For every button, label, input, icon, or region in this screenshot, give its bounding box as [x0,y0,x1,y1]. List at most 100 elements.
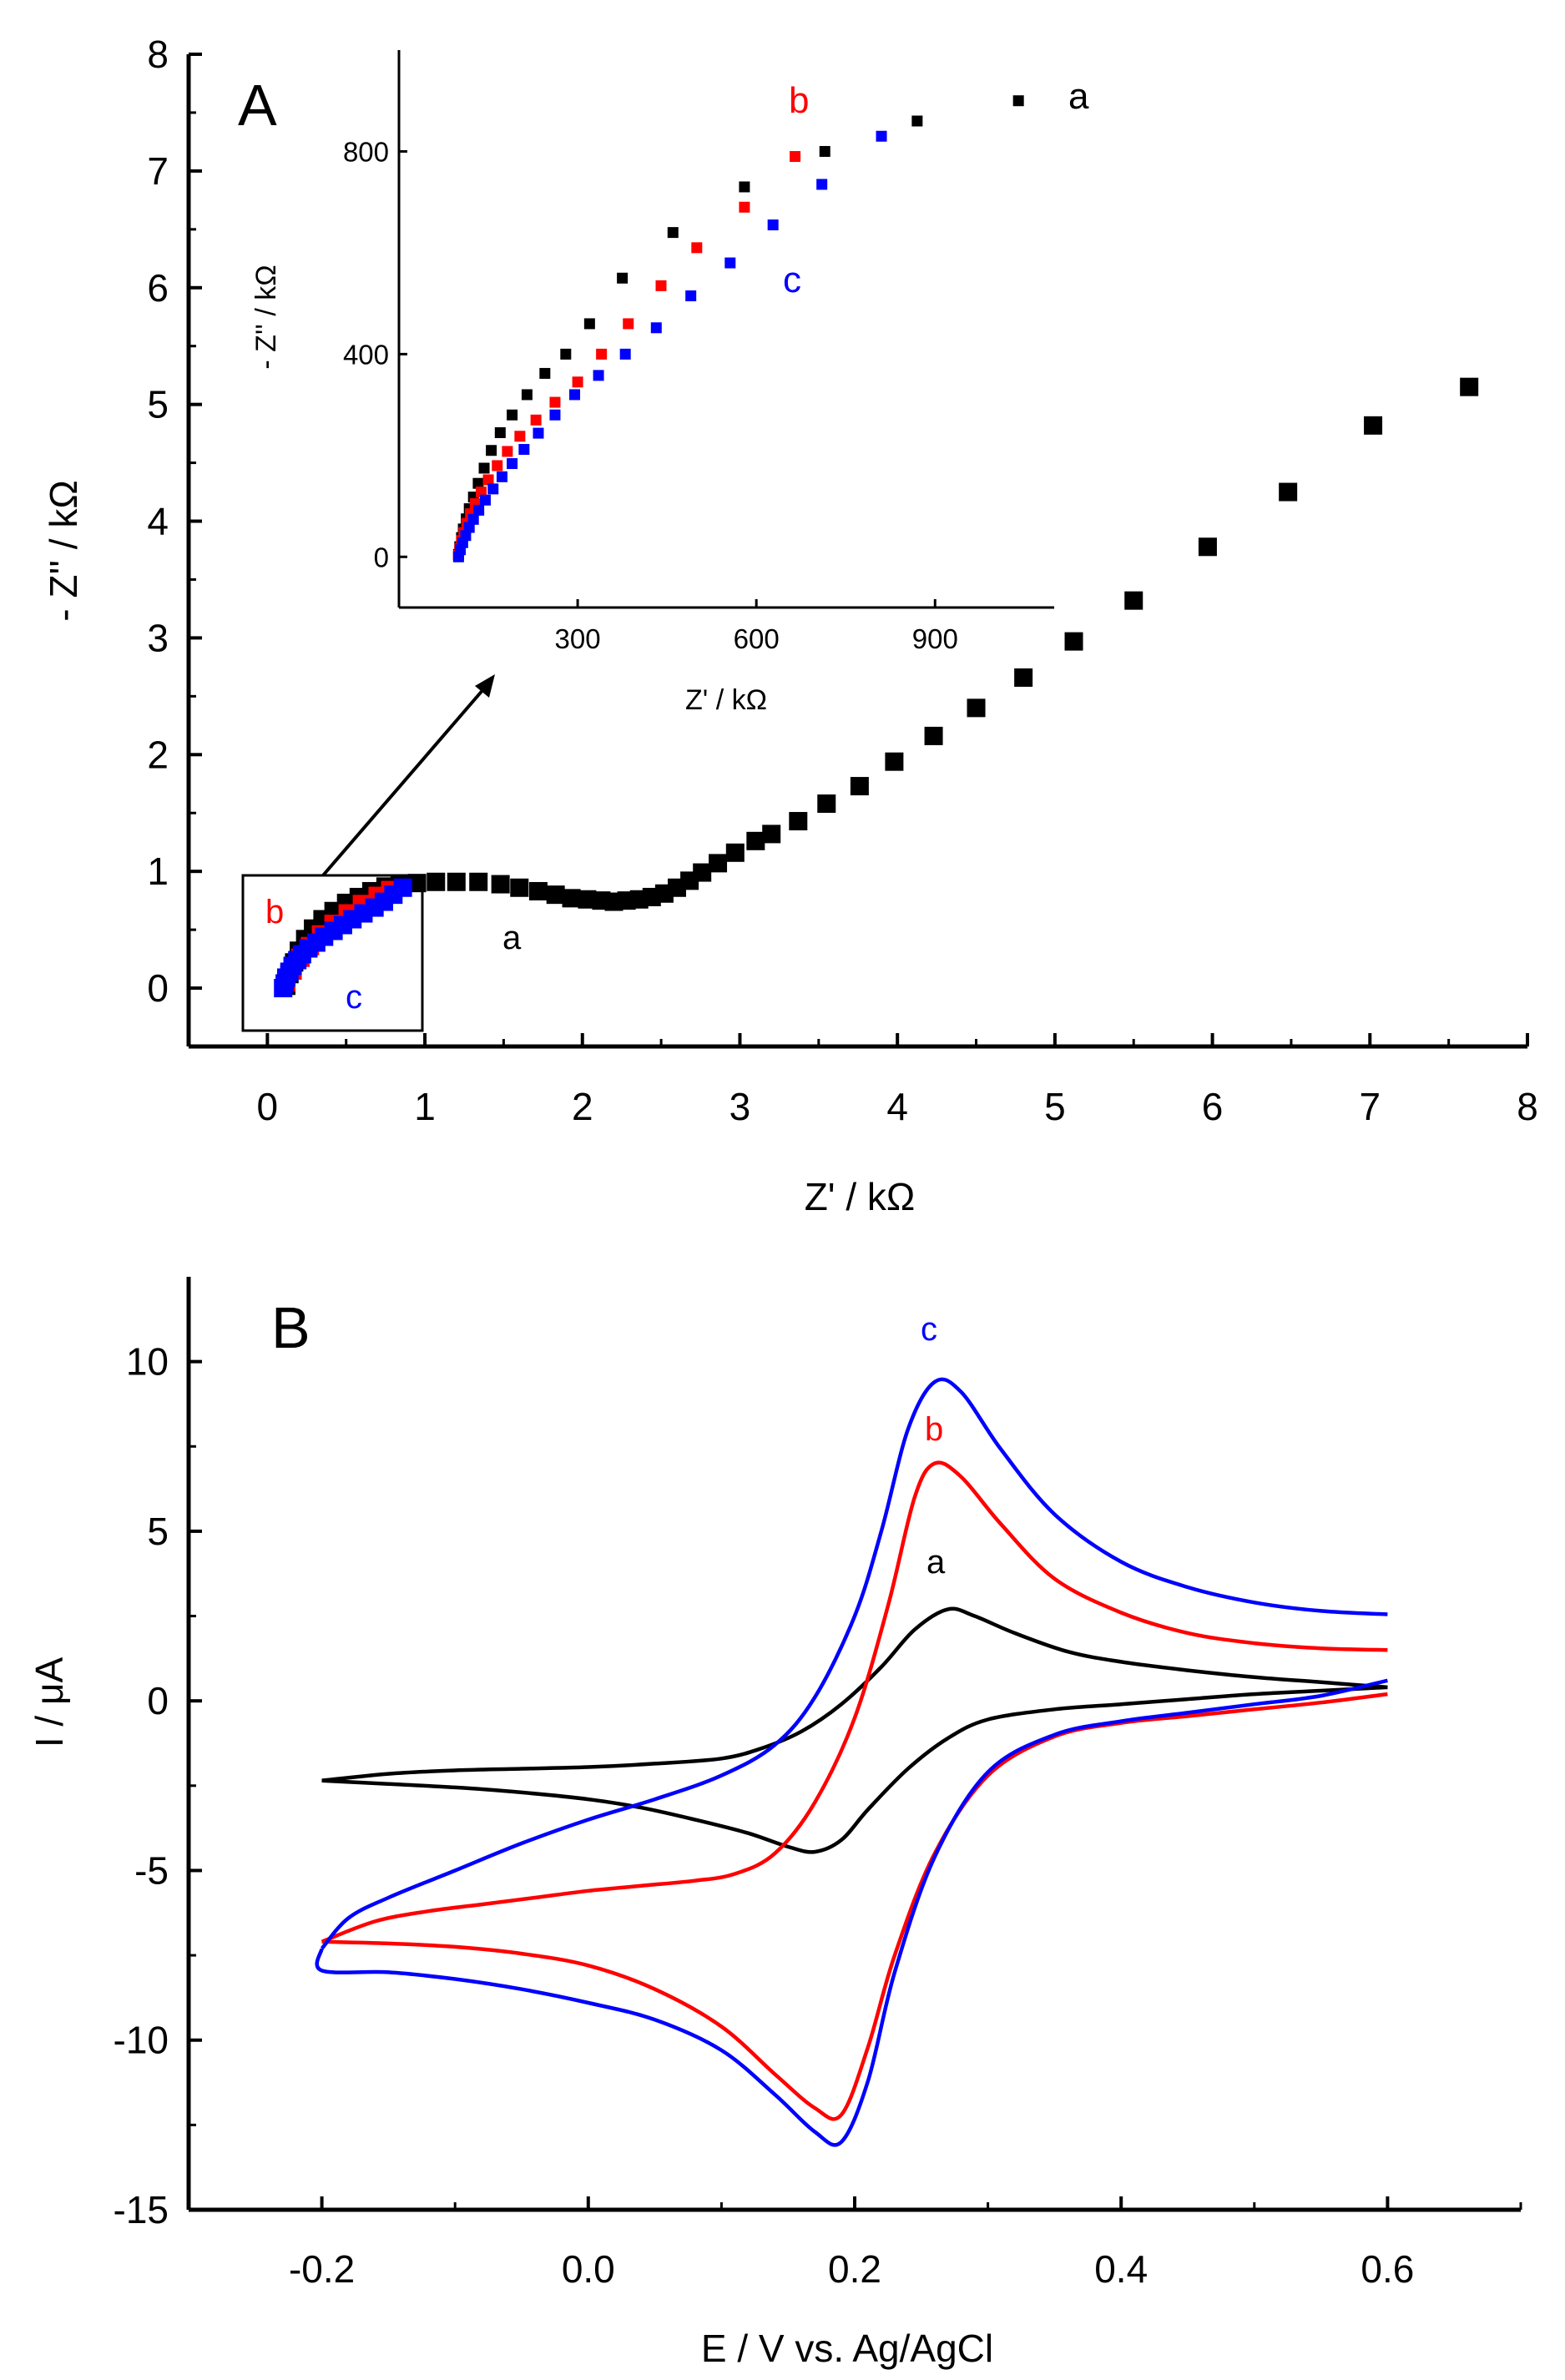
panel-a-point-a [528,881,548,900]
inset-point-b [596,348,608,360]
panel-a-letter: A [238,73,277,138]
panel-a-x-tick-label: 1 [414,1085,436,1128]
inset-x-tick-label: 300 [555,623,601,654]
panel-b-ticks: -0.2 0.0 0.2 0.4 0.6 -15 -10 -5 0 5 10 [114,1340,1522,2291]
inset-point-c [496,471,507,482]
panel-a-point-a [789,812,808,831]
panel-a-point-a [1014,668,1033,687]
inset-point-c [473,504,485,516]
panel-b-axes [186,1277,1521,2212]
inset-y-tick-label: 800 [343,136,389,167]
panel-b-y-title: I / μA [28,1657,71,1748]
panel-a-point-a [510,878,529,897]
panel-b-curve-c-forward [320,1377,1388,1950]
panel-a-point-a [546,885,565,905]
panel-b-letter: B [271,1295,310,1360]
panel-b-x-tick-label: 0.4 [1094,2247,1148,2291]
inset-point-c [816,179,828,190]
panel-a-point-a [746,831,765,850]
inset-point-a [560,348,572,360]
panel-b-y-tick-label: -5 [134,1848,169,1892]
panel-a-label-a: a [502,920,522,956]
inset-ticks: 300 600 900 0 400 800 [343,136,958,654]
panel-a-x-tick-label: 4 [886,1085,908,1128]
panel-b-curves [315,1377,1388,2147]
panel-a-point-a [1279,482,1298,502]
inset-point-b [502,446,513,457]
panel-a-point-a [491,875,510,894]
panel-a-y-tick-label: 4 [147,500,169,543]
panel-a-point-a [469,872,488,891]
panel-a-x-tick-label: 3 [729,1085,751,1128]
inset-point-a [486,445,497,456]
panel-a-point-a [562,889,581,908]
inset-point-a [472,477,484,489]
inset-x-tick-label: 900 [912,623,958,654]
panel-b-curve-a-reverse [321,1685,1388,1854]
zoom-arrow-head [475,674,495,698]
inset-point-b [790,151,801,163]
panel-a-point-a [850,777,869,796]
panel-b-x-tick-label: -0.2 [289,2247,355,2291]
inset-point-c [650,322,662,334]
panel-a-point-a [1198,537,1217,557]
inset-point-c [507,458,518,470]
inset-x-title: Z' / kΩ [685,684,767,716]
inset-point-a [507,409,518,421]
inset-y-tick-label: 0 [374,542,389,572]
inset-label-c: c [783,260,801,300]
panel-b: -0.2 0.0 0.2 0.4 0.6 -15 -10 -5 0 5 10 B E / V vs.… [28,1277,1522,2370]
panel-b-curve-b-reverse [321,1692,1388,2121]
inset-point-c [487,483,499,495]
inset-y-tick-label: 400 [343,339,389,370]
panel-a-x-tick-label: 7 [1359,1085,1381,1128]
panel-a-point-a [1460,377,1479,396]
panel-a-point-a [725,843,745,862]
inset-point-b [572,376,583,388]
panel-b-y-tick-label: 10 [126,1340,169,1384]
inset-point-c [518,444,530,456]
panel-b-y-tick-label: -10 [114,2019,169,2062]
inset-label-a: a [1068,76,1089,117]
panel-a-point-a [762,824,781,844]
panel-a-x-title: Z' / kΩ [805,1175,916,1218]
panel-b-curve-c-reverse [315,1678,1388,2147]
inset-point-a [521,389,533,401]
panel-a-y-tick-label: 5 [147,383,169,426]
panel-a-y-title: - Z'' / kΩ [42,480,85,622]
panel-a-point-a [447,872,466,891]
inset-points [452,95,1024,562]
inset-point-a [583,318,595,330]
inset-point-a [494,426,506,438]
inset-point-c [479,494,491,506]
inset-point-c [533,427,544,439]
panel-b-curve-b-forward [321,1460,1388,1944]
inset-point-c [767,219,779,231]
inset-point-b [514,431,526,442]
inset-point-a [1012,95,1024,107]
panel-a-y-tick-label: 7 [147,149,169,193]
panel-a-point-c [393,878,412,897]
panel-a-y-tick-label: 0 [147,966,169,1010]
inset-point-c [619,348,631,360]
panel-a-axes [186,54,1527,1049]
panel-b-label-a: a [926,1544,946,1581]
panel-a-point-a [709,854,728,873]
inset-point-c [467,513,479,525]
panel-b-y-tick-label: -15 [114,2188,169,2231]
inset-point-a [478,462,490,474]
inset-point-b [691,242,703,254]
panel-a-y-tick-label: 8 [147,33,169,76]
inset-point-b [623,318,634,330]
panel-a-point-a [817,794,836,814]
inset-point-c [569,389,581,401]
panel-a-x-tick-label: 8 [1517,1085,1538,1128]
inset-point-a [617,272,629,284]
panel-a-point-a [693,863,712,882]
panel-b-y-tick-label: 5 [147,1510,169,1553]
panel-a-point-a [924,726,943,745]
panel-b-x-title: E / V vs. Ag/AgCl [701,2327,993,2370]
inset-point-a [911,115,923,127]
panel-a-y-tick-label: 2 [147,733,169,776]
inset-point-b [492,460,503,471]
